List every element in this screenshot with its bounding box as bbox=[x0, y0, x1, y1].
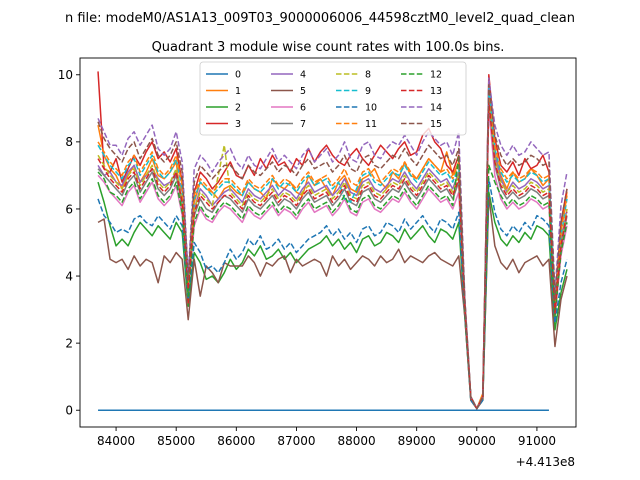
legend-label-9: 9 bbox=[365, 86, 371, 97]
x-tick-label: 86000 bbox=[217, 434, 255, 448]
axes-frame bbox=[79, 57, 577, 428]
legend-box bbox=[199, 61, 467, 136]
series-line-14 bbox=[97, 77, 568, 410]
legend-label-11: 11 bbox=[365, 119, 377, 130]
y-tick-label: 0 bbox=[65, 404, 73, 418]
series-line-9 bbox=[97, 87, 568, 410]
y-tick-label: 6 bbox=[65, 202, 73, 216]
x-tick-label: 87000 bbox=[277, 434, 315, 448]
y-tick-label: 10 bbox=[58, 68, 73, 82]
legend-label-7: 7 bbox=[300, 119, 306, 130]
x-tick-label: 90000 bbox=[458, 434, 496, 448]
legend-label-1: 1 bbox=[235, 86, 241, 97]
series-line-3 bbox=[97, 71, 568, 410]
legend-label-5: 5 bbox=[300, 86, 306, 97]
legend-label-3: 3 bbox=[235, 119, 241, 130]
x-offset-label: +4.413e8 bbox=[516, 455, 575, 469]
axes: 84000 85000 86000 87000 88000 89000 90000 91000… bbox=[58, 57, 577, 448]
series-line-15 bbox=[97, 84, 568, 410]
legend-label-15: 15 bbox=[430, 119, 442, 130]
series-group bbox=[97, 71, 568, 411]
legend-label-4: 4 bbox=[300, 70, 306, 81]
y-tick-label: 8 bbox=[65, 135, 73, 149]
legend-label-10: 10 bbox=[365, 103, 377, 114]
legend-label-8: 8 bbox=[365, 70, 371, 81]
legend-label-13: 13 bbox=[430, 86, 442, 97]
x-tick-label: 91000 bbox=[518, 434, 556, 448]
x-tick-label: 84000 bbox=[97, 434, 135, 448]
series-line-12 bbox=[97, 154, 568, 410]
legend-label-0: 0 bbox=[235, 70, 241, 81]
legend-label-12: 12 bbox=[430, 70, 442, 81]
legend-label-14: 14 bbox=[430, 103, 442, 114]
figure-suptitle: n file: modeM0/AS1A13_009T03_9000006006_… bbox=[65, 11, 575, 26]
x-tick-label: 89000 bbox=[398, 434, 436, 448]
legend-label-2: 2 bbox=[235, 103, 241, 114]
chart-title: Quadrant 3 module wise count rates with … bbox=[152, 40, 505, 55]
plot-area bbox=[97, 71, 568, 411]
legend-label-6: 6 bbox=[300, 103, 306, 114]
y-tick-label: 4 bbox=[65, 269, 73, 283]
series-line-10 bbox=[97, 178, 568, 410]
x-tick-label: 85000 bbox=[157, 434, 195, 448]
x-tick-label: 88000 bbox=[337, 434, 375, 448]
y-tick-label: 2 bbox=[65, 336, 73, 350]
